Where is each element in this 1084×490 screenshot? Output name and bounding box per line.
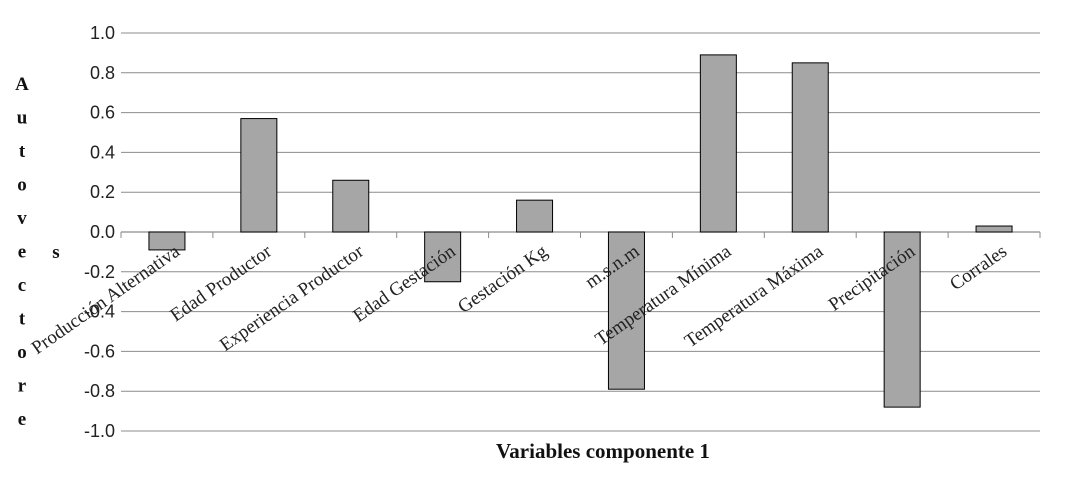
y-axis-label-letter: t <box>19 309 26 330</box>
bar <box>148 231 186 251</box>
y-axis-label-letter: e <box>18 409 26 430</box>
y-tick-label: 0.6 <box>90 103 115 123</box>
y-axis-label-letter: e <box>18 242 26 263</box>
bar <box>424 231 462 283</box>
bar <box>975 225 1013 233</box>
y-axis-label-letter: o <box>17 342 27 363</box>
y-axis-label-letter: c <box>18 275 26 296</box>
bar <box>699 54 737 233</box>
y-tick-label: -0.6 <box>84 341 115 361</box>
bar <box>607 231 645 390</box>
y-axis-label-letter: A <box>15 74 29 95</box>
y-axis-label-letter: t <box>19 141 26 162</box>
bars <box>148 54 1013 408</box>
y-tick-label: 1.0 <box>90 23 115 43</box>
category-label: Edad Gestación <box>349 241 460 327</box>
y-tick-label: 0.8 <box>90 63 115 83</box>
bar <box>332 179 370 233</box>
y-axis-label-letter: s <box>52 242 59 263</box>
y-tick-label: -0.8 <box>84 381 115 401</box>
y-tick-label: 0.2 <box>90 182 115 202</box>
y-axis-label-letter: o <box>17 175 27 196</box>
bar <box>240 118 278 233</box>
y-axis-label-letter: u <box>17 108 28 129</box>
y-tick-label: -1.0 <box>84 421 115 441</box>
y-axis-label-letter: v <box>17 208 27 229</box>
bar <box>883 231 921 408</box>
bar <box>791 62 829 233</box>
y-tick-label: 0.0 <box>90 222 115 242</box>
x-axis-tick-marks <box>120 232 1041 238</box>
y-tick-label: 0.4 <box>90 142 115 162</box>
y-tick-label: -0.4 <box>84 302 115 322</box>
y-axis-label-letter: r <box>18 376 27 397</box>
x-axis-label: Variables componente 1 <box>496 439 710 463</box>
bar <box>516 199 554 233</box>
y-axis-tick-labels: 1.0 0.8 0.6 0.4 0.2 0.0 -0.2 -0.4 -0.6 -0.8 -1.0 <box>84 23 115 441</box>
category-label: Gestación Kg <box>454 241 552 318</box>
y-tick-label: -0.2 <box>84 262 115 282</box>
category-label: Corrales <box>946 241 1011 295</box>
